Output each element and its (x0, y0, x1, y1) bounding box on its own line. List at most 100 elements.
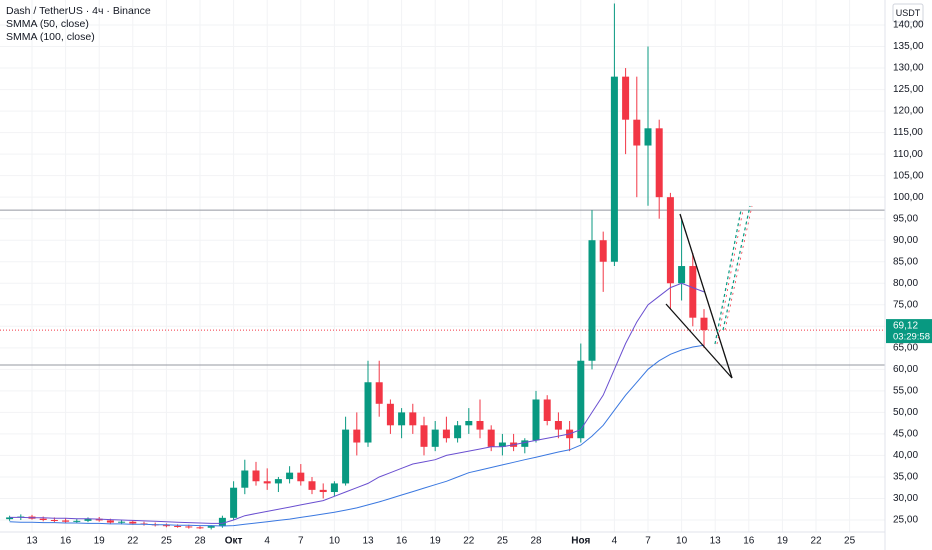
candle-body (543, 399, 551, 421)
candle-body (6, 517, 14, 520)
legend-entry: SMMA (100, close) (6, 31, 95, 43)
candle-body (554, 421, 562, 430)
y-tick-label: 25,00 (893, 515, 918, 526)
candle-body (106, 520, 114, 523)
smma-line (9, 282, 705, 524)
plot-area (0, 3, 885, 530)
candle-body (431, 429, 439, 447)
y-tick-label: 110,00 (893, 149, 923, 160)
x-tick-label: 13 (362, 536, 374, 547)
x-tick-label: 13 (710, 536, 722, 547)
x-tick-label: 19 (777, 536, 789, 547)
chart-title: Dash / TetherUS · 4ч · Binance (6, 5, 151, 17)
y-tick-label: 80,00 (893, 278, 918, 289)
candle-body (476, 421, 484, 430)
y-tick-label: 140,00 (893, 20, 924, 31)
candle-body (678, 266, 686, 284)
candle-body (633, 119, 641, 146)
x-tick-label: 19 (94, 536, 106, 547)
smma-line (9, 344, 705, 527)
candle-body (129, 521, 137, 524)
candle-body (39, 518, 47, 520)
x-tick-label: 13 (26, 536, 38, 547)
currency-label[interactable]: USDT (896, 8, 921, 18)
candle-body (521, 440, 529, 447)
candle-body (364, 382, 372, 443)
x-tick-label: 7 (645, 536, 651, 547)
y-tick-label: 125,00 (893, 84, 924, 95)
axes: 25,00 30,00 35,00 40,00 45,00 50,00 55,00 60,00… (26, 20, 932, 547)
y-tick-label: 100,00 (893, 192, 924, 203)
y-tick-label: 50,00 (893, 407, 918, 418)
x-tick-label: 22 (810, 536, 822, 547)
candle-body (62, 520, 70, 522)
candle-body (286, 472, 294, 480)
candle-body (118, 521, 126, 523)
y-tick-label: 45,00 (893, 429, 918, 440)
x-tick-label: 25 (497, 536, 509, 547)
x-tick-label: 10 (676, 536, 688, 547)
candle-body (409, 412, 417, 426)
y-tick-label: 55,00 (893, 386, 918, 397)
y-tick-label: 130,00 (893, 63, 924, 74)
y-tick-label: 105,00 (893, 170, 924, 181)
candle-body (532, 399, 540, 441)
y-tick-label: 40,00 (893, 450, 918, 461)
y-tick-label: 75,00 (893, 299, 918, 310)
y-tick-label: 35,00 (893, 472, 918, 483)
grid (0, 0, 885, 532)
currency-button[interactable] (892, 3, 924, 23)
x-tick-label: 4 (264, 536, 270, 547)
candle-body (185, 526, 193, 528)
candle-body (50, 520, 58, 521)
candle-body (330, 483, 338, 493)
candle-body (666, 197, 674, 284)
candle-body (655, 128, 663, 198)
candle-body (162, 525, 170, 527)
x-tick-label: 16 (743, 536, 755, 547)
x-tick-label: 19 (430, 536, 442, 547)
legend-entry: SMMA (50, close) (6, 18, 89, 30)
y-tick-label: 95,00 (893, 213, 918, 224)
candle-body (196, 527, 204, 529)
x-tick-label: 25 (161, 536, 173, 547)
y-tick-label: 90,00 (893, 235, 918, 246)
y-tick-label: 85,00 (893, 256, 918, 267)
x-tick-label: 22 (127, 536, 139, 547)
candle-body (454, 425, 462, 439)
y-tick-label: 115,00 (893, 127, 923, 138)
candle-body (218, 517, 226, 527)
candle-body (297, 472, 305, 482)
candle-body (700, 317, 708, 331)
candle-body (577, 360, 585, 439)
x-tick-label: 4 (612, 536, 618, 547)
candle-body (84, 518, 92, 521)
candle-body (610, 76, 618, 262)
candle-body (644, 128, 652, 146)
candle-body (230, 487, 238, 518)
candle-body (274, 479, 282, 484)
x-tick-label: 16 (60, 536, 72, 547)
x-tick-label: 7 (298, 536, 304, 547)
y-tick-label: 65,00 (893, 342, 918, 353)
candle-body (465, 421, 473, 426)
candle-body (252, 470, 260, 482)
price-tag-value: 69,12 (893, 321, 918, 332)
candle-body (375, 382, 383, 404)
candle-body (599, 240, 607, 262)
price-tag (886, 319, 932, 344)
candle-body (174, 526, 182, 528)
x-tick-label: 25 (844, 536, 856, 547)
candle-body (73, 520, 81, 522)
x-tick-label: 16 (396, 536, 408, 547)
candle-body (420, 425, 428, 447)
candle-body (319, 489, 327, 493)
candle-body (308, 481, 316, 490)
y-tick-label: 30,00 (893, 493, 918, 504)
price-tag-countdown: 03:29:58 (893, 332, 930, 343)
x-tick-label: Окт (225, 536, 243, 547)
candle-body (263, 481, 271, 484)
y-tick-label: 60,00 (893, 364, 918, 375)
candle-body (588, 240, 596, 361)
candle-body (487, 429, 495, 447)
